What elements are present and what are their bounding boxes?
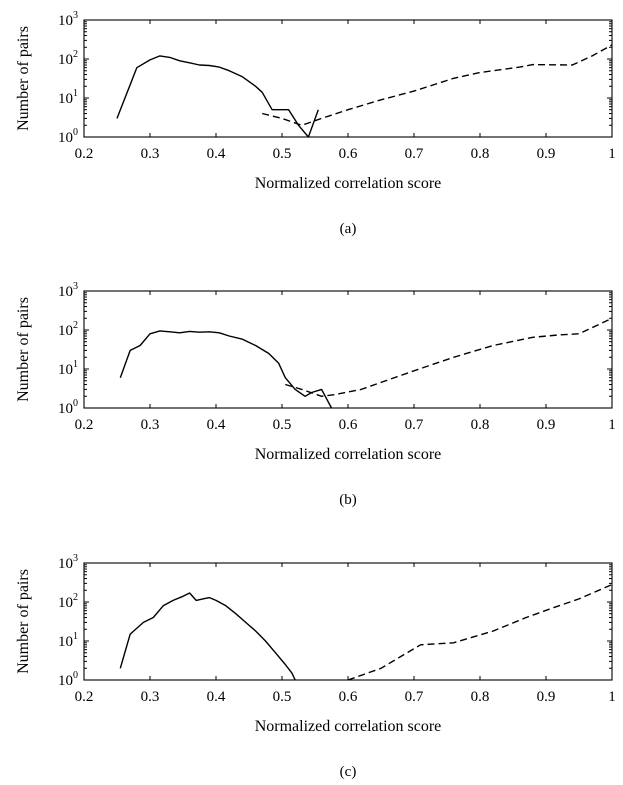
y-tick-label: 103 (58, 553, 78, 572)
x-tick-label: 0.4 (207, 417, 226, 433)
plot-frame (83, 19, 613, 138)
y-tick-exponent: 2 (73, 320, 78, 331)
panel-3: 0.2 0.3 0.4 0.5 0.6 0.7 0.8 0.9 1100101102103Num… (15, 553, 616, 780)
y-axis-title: Number of pairs (15, 569, 32, 674)
panel-label: (c) (340, 764, 357, 780)
x-tick-label: 0.6 (339, 417, 358, 433)
plot-frame (83, 562, 613, 681)
x-tick-label: 0.8 (471, 417, 490, 433)
series-dashed-line (347, 583, 612, 681)
y-tick-label: 103 (58, 281, 78, 300)
x-tick-label: 0.5 (273, 689, 292, 705)
y-tick-base: 10 (58, 130, 73, 146)
series-solid-line (119, 330, 333, 409)
y-tick-label: 102 (58, 592, 78, 611)
x-tick-label: 0.2 (75, 146, 94, 162)
y-tick-base: 10 (58, 673, 73, 689)
y-tick-base: 10 (58, 52, 73, 68)
y-tick-label: 101 (58, 359, 78, 378)
x-tick-label: 0.7 (405, 417, 424, 433)
y-tick-exponent: 0 (73, 398, 78, 409)
y-axis-title: Number of pairs (15, 26, 32, 131)
y-tick-exponent: 3 (73, 281, 78, 292)
y-tick-label: 101 (58, 88, 78, 107)
x-tick-label: 0.3 (141, 146, 160, 162)
series-solid-line (116, 55, 319, 138)
y-tick-base: 10 (58, 595, 73, 611)
y-tick-exponent: 0 (73, 670, 78, 681)
x-tick-label: 0.7 (405, 146, 424, 162)
y-tick-base: 10 (58, 362, 73, 378)
x-tick-label: 0.9 (537, 146, 556, 162)
panel-label: (a) (340, 221, 357, 237)
x-axis-title: Normalized correlation score (255, 446, 442, 463)
x-tick-label: 0.3 (141, 417, 160, 433)
y-tick-label: 102 (58, 320, 78, 339)
x-axis-title: Normalized correlation score (255, 175, 442, 192)
x-tick-label: 0.5 (273, 417, 292, 433)
panel-label: (b) (339, 492, 357, 508)
y-tick-label: 100 (58, 670, 78, 689)
x-tick-label: 0.6 (339, 689, 358, 705)
y-tick-exponent: 3 (73, 10, 78, 21)
y-tick-exponent: 0 (73, 127, 78, 138)
series-dashed-line (285, 317, 612, 397)
x-tick-label: 0.3 (141, 689, 160, 705)
y-axis-title: Number of pairs (15, 297, 32, 402)
x-tick-label: 1 (608, 417, 616, 433)
y-tick-base: 10 (58, 13, 73, 29)
x-tick-label: 0.6 (339, 146, 358, 162)
x-tick-label: 0.8 (471, 689, 490, 705)
y-tick-base: 10 (58, 401, 73, 417)
x-tick-label: 0.8 (471, 146, 490, 162)
y-tick-label: 102 (58, 49, 78, 68)
y-tick-label: 100 (58, 398, 78, 417)
series-solid-line (119, 592, 296, 681)
panel-2: 0.2 0.3 0.4 0.5 0.6 0.7 0.8 0.9 1100101102103Num… (15, 281, 616, 508)
x-tick-label: 1 (608, 689, 616, 705)
y-tick-label: 100 (58, 127, 78, 146)
y-tick-exponent: 2 (73, 49, 78, 60)
y-tick-exponent: 2 (73, 592, 78, 603)
y-tick-base: 10 (58, 634, 73, 650)
y-tick-base: 10 (58, 91, 73, 107)
x-tick-label: 1 (608, 146, 616, 162)
y-tick-label: 101 (58, 631, 78, 650)
y-tick-base: 10 (58, 556, 73, 572)
panel-1: 0.2 0.3 0.4 0.5 0.6 0.7 0.8 0.9 1100101102103Num… (15, 10, 616, 237)
y-tick-base: 10 (58, 323, 73, 339)
x-tick-label: 0.4 (207, 689, 226, 705)
x-tick-label: 0.4 (207, 146, 226, 162)
y-tick-exponent: 1 (73, 631, 78, 642)
x-axis-title: Normalized correlation score (255, 718, 442, 735)
y-tick-exponent: 3 (73, 553, 78, 564)
series-dashed-line (262, 44, 612, 127)
x-tick-label: 0.2 (75, 417, 94, 433)
plot-frame (83, 290, 613, 409)
y-tick-exponent: 1 (73, 359, 78, 370)
x-tick-label: 0.7 (405, 689, 424, 705)
y-tick-label: 103 (58, 10, 78, 29)
x-tick-label: 0.5 (273, 146, 292, 162)
x-tick-label: 0.9 (537, 417, 556, 433)
y-tick-exponent: 1 (73, 88, 78, 99)
y-tick-base: 10 (58, 284, 73, 300)
x-tick-label: 0.2 (75, 689, 94, 705)
x-tick-label: 0.9 (537, 689, 556, 705)
